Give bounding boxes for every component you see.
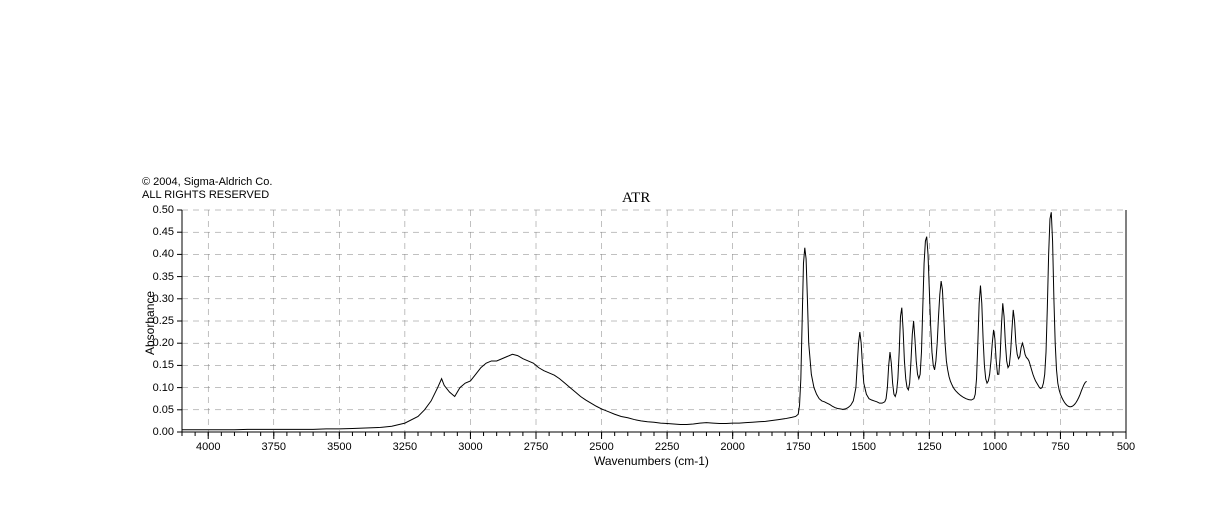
x-tick-label: 1000 bbox=[983, 441, 1007, 453]
x-tick-label: 1250 bbox=[917, 441, 941, 453]
x-tick-label: 2500 bbox=[589, 441, 613, 453]
x-tick-label: 4000 bbox=[196, 441, 220, 453]
y-tick-label: 0.40 bbox=[153, 248, 174, 260]
y-tick-label: 0.15 bbox=[153, 359, 174, 371]
x-tick-label: 500 bbox=[1117, 441, 1135, 453]
x-tick-label: 1750 bbox=[786, 441, 810, 453]
y-tick-label: 0.10 bbox=[153, 382, 174, 394]
x-tick-label: 1500 bbox=[852, 441, 876, 453]
y-tick-label: 0.05 bbox=[153, 404, 174, 416]
x-tick-label: 2750 bbox=[524, 441, 548, 453]
x-tick-label: 3500 bbox=[327, 441, 351, 453]
x-tick-label: 3250 bbox=[393, 441, 417, 453]
y-tick-label: 0.45 bbox=[153, 226, 174, 238]
y-tick-label: 0.25 bbox=[153, 315, 174, 327]
x-tick-label: 2000 bbox=[720, 441, 744, 453]
x-tick-label: 2250 bbox=[655, 441, 679, 453]
y-tick-label: 0.20 bbox=[153, 337, 174, 349]
x-tick-label: 3000 bbox=[458, 441, 482, 453]
x-tick-label: 3750 bbox=[262, 441, 286, 453]
y-tick-label: 0.50 bbox=[153, 204, 174, 216]
y-tick-label: 0.30 bbox=[153, 293, 174, 305]
y-tick-label: 0.00 bbox=[153, 426, 174, 438]
y-tick-label: 0.35 bbox=[153, 271, 174, 283]
x-tick-label: 750 bbox=[1051, 441, 1069, 453]
